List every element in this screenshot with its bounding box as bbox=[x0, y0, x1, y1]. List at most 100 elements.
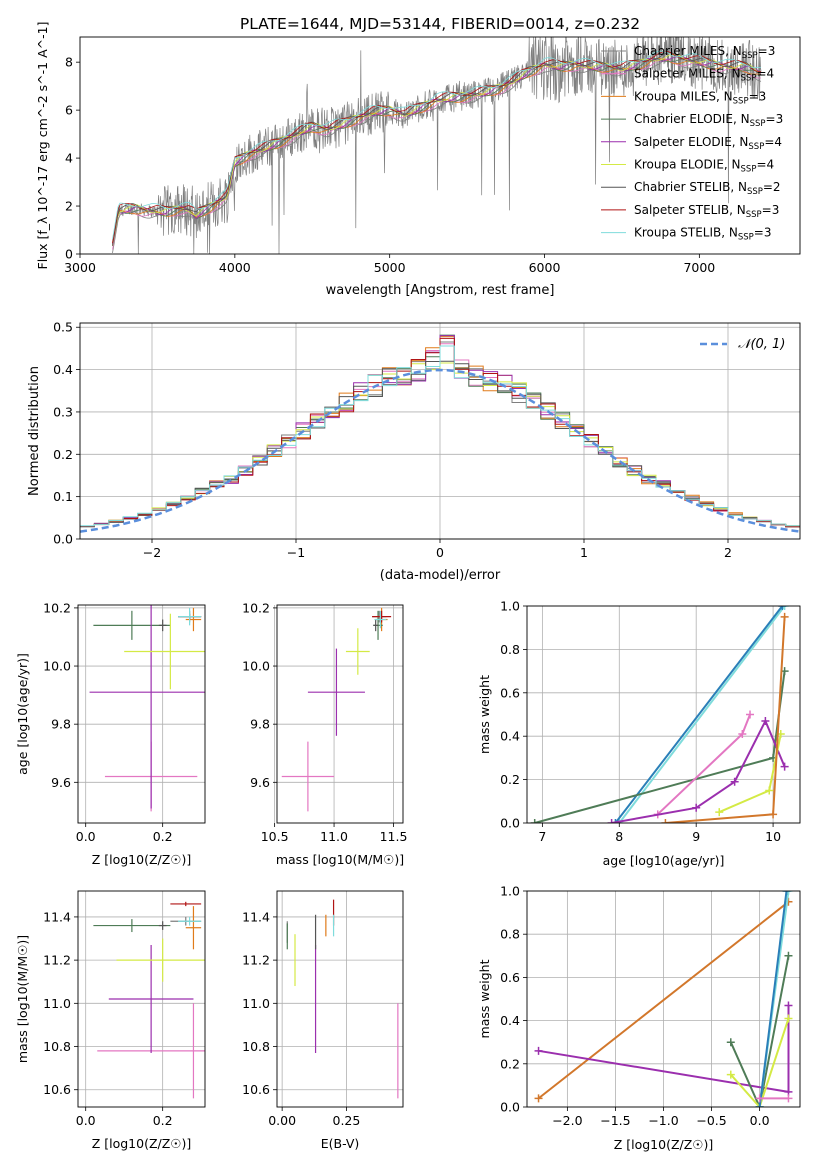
y-axis-label: mass weight bbox=[477, 959, 492, 1038]
y-tick-label: 10.0 bbox=[43, 659, 71, 674]
y-tick-label: 11.2 bbox=[43, 953, 71, 968]
legend-label-main: Kroupa ELODIE, N bbox=[634, 158, 741, 172]
y-tick-label: 10.0 bbox=[242, 659, 270, 674]
plot-area bbox=[530, 606, 789, 823]
x-axis-label: Z [log10(Z/Z☉)] bbox=[92, 1136, 192, 1151]
x-tick-label: 8 bbox=[615, 829, 623, 844]
mass-weight-line bbox=[758, 891, 788, 1107]
x-tick-label: 9 bbox=[692, 829, 700, 844]
axes-frame bbox=[79, 36, 801, 255]
legend-label: Chabrier STELIB, NSSP=2 bbox=[634, 180, 781, 197]
model-line bbox=[112, 58, 761, 250]
mass-weight-marker bbox=[780, 762, 789, 771]
y-tick-label: 0.3 bbox=[53, 404, 73, 419]
legend-label-tail: =3 bbox=[762, 203, 780, 217]
legend-label-tail: =3 bbox=[754, 226, 772, 240]
x-tick-label: 6000 bbox=[529, 260, 561, 275]
plot-area bbox=[80, 334, 800, 533]
x-axis-label: wavelength [Angstrom, rest frame] bbox=[326, 283, 555, 298]
y-tick-label: 10.8 bbox=[43, 1039, 71, 1054]
legend-label-sub: SSP bbox=[750, 119, 766, 129]
x-tick-label: 11.0 bbox=[320, 829, 348, 844]
mass-weight-line bbox=[618, 606, 786, 823]
panel-residuals: −2 −1 0 1 2 0.0 0.1 0.2 0.3 0.4 0.5 𝒩(0, 1) (data-mo… bbox=[27, 320, 801, 583]
y-tick-label: 10.2 bbox=[43, 600, 71, 615]
mass-weight-marker bbox=[780, 606, 789, 610]
x-tick-label: −0.5 bbox=[696, 1113, 726, 1128]
y-tick-label: 11.2 bbox=[242, 953, 270, 968]
axes-frame bbox=[276, 890, 404, 1108]
model-line bbox=[112, 55, 762, 245]
legend-label: Salpeter ELODIE, NSSP=4 bbox=[634, 135, 782, 152]
mass-weight-marker bbox=[784, 891, 793, 895]
mass-weight-marker bbox=[726, 1070, 735, 1079]
axes-frame bbox=[79, 322, 801, 540]
figure-title: PLATE=1644, MJD=53144, FIBERID=0014, z=0… bbox=[240, 15, 640, 33]
plot-area bbox=[89, 605, 205, 812]
y-axis-label: Flux [f_λ 10^-17 erg cm^-2 s^-1 A^-1] bbox=[35, 22, 50, 270]
y-tick-label: 0.1 bbox=[53, 489, 73, 504]
x-axis-label: Z [log10(Z/Z☉)] bbox=[92, 852, 192, 867]
axes-frame bbox=[526, 890, 801, 1108]
legend-label: Kroupa ELODIE, NSSP=4 bbox=[634, 158, 774, 175]
x-axis-label: (data-model)/error bbox=[380, 568, 501, 583]
y-tick-label: 0.2 bbox=[500, 1056, 520, 1071]
legend-label-main: Chabrier STELIB, N bbox=[634, 180, 747, 194]
y-axis-label: mass weight bbox=[477, 675, 492, 754]
y-tick-label: 8 bbox=[65, 55, 73, 70]
mass-weight-line bbox=[537, 901, 790, 1100]
histogram-step bbox=[80, 345, 800, 527]
x-tick-label: 3000 bbox=[64, 260, 96, 275]
x-tick-label: −1.5 bbox=[600, 1113, 630, 1128]
axes-frame bbox=[77, 890, 206, 1108]
legend-label-main: Chabrier ELODIE, N bbox=[634, 112, 750, 126]
legend-label-tail: =4 bbox=[756, 158, 774, 172]
y-tick-label: 0.5 bbox=[53, 320, 73, 335]
legend-label-sub: SSP bbox=[742, 51, 758, 61]
mass-weight-marker bbox=[607, 819, 616, 823]
plot-area bbox=[112, 37, 762, 254]
y-tick-label: 10.6 bbox=[242, 1082, 270, 1097]
legend-label-tail: =3 bbox=[766, 112, 784, 126]
x-tick-label: 0 bbox=[436, 545, 444, 560]
mass-weight-marker bbox=[715, 808, 724, 817]
legend-label-sub: SSP bbox=[738, 233, 754, 243]
y-tick-label: 0.4 bbox=[500, 1013, 520, 1028]
axes-frame bbox=[276, 604, 404, 824]
model-line bbox=[112, 57, 762, 244]
legend-label: Chabrier MILES, NSSP=3 bbox=[634, 44, 775, 61]
x-tick-label: 0.25 bbox=[333, 1113, 361, 1128]
mass-weight-marker bbox=[661, 819, 670, 823]
data-spectrum bbox=[112, 37, 762, 254]
legend-label-tail: =4 bbox=[756, 67, 774, 81]
mass-weight-marker bbox=[730, 777, 739, 786]
mass-weight-marker bbox=[784, 1014, 793, 1023]
legend-label-sub: SSP bbox=[746, 210, 762, 220]
legend-label: 𝒩(0, 1) bbox=[738, 337, 785, 352]
x-tick-label: 0.0 bbox=[750, 1113, 770, 1128]
mass-weight-marker bbox=[782, 891, 791, 895]
panel-massweight_vs_Z: −2.0 −1.5 −1.0 −0.5 0.0 0.0 0.2 0.4 0.6 0.8 1.0 Z [… bbox=[477, 884, 801, 1152]
mass-weight-marker bbox=[761, 717, 770, 726]
mass-weight-marker bbox=[755, 1103, 764, 1107]
mass-weight-marker bbox=[726, 1038, 735, 1047]
panel-age_vs_mass: 10.5 11.0 11.5 9.6 9.8 10.0 10.2 mass [log10(M/… bbox=[242, 600, 407, 867]
mass-weight-marker bbox=[534, 1046, 543, 1055]
x-tick-label: −1.0 bbox=[648, 1113, 678, 1128]
mass-weight-marker bbox=[778, 606, 787, 610]
y-tick-label: 0.0 bbox=[500, 816, 520, 831]
x-tick-label: 11.5 bbox=[380, 829, 408, 844]
legend-label: Salpeter MILES, NSSP=4 bbox=[634, 67, 774, 84]
normal-curve bbox=[80, 368, 800, 533]
mass-weight-marker bbox=[738, 730, 747, 739]
y-tick-label: 10.6 bbox=[43, 1082, 71, 1097]
y-axis-label: Normed distribution bbox=[27, 366, 42, 496]
y-tick-label: 11.0 bbox=[43, 996, 71, 1011]
y-tick-label: 0.0 bbox=[53, 532, 73, 547]
legend-label-main: Kroupa STELIB, N bbox=[634, 226, 738, 240]
y-tick-label: 9.8 bbox=[250, 717, 270, 732]
y-tick-label: 0.6 bbox=[500, 685, 520, 700]
mass-weight-marker bbox=[784, 1094, 793, 1103]
panel-mass_vs_Z: 0.0 0.2 10.6 10.8 11.0 11.2 11.4 Z [log10(Z/Z☉)… bbox=[15, 890, 206, 1151]
y-tick-label: 11.4 bbox=[242, 909, 270, 924]
